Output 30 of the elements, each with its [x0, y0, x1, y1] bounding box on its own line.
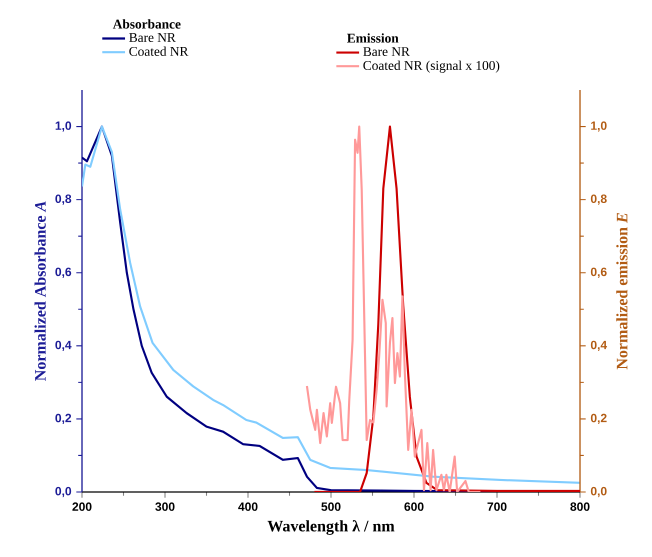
text: Emission — [347, 33, 399, 43]
y-tick-label: 0,8 — [55, 194, 72, 205]
y2-tick-label: 0,4 — [590, 340, 608, 351]
y2-tick-label: 0,2 — [590, 414, 607, 424]
x-tick-label: 600 — [404, 502, 424, 511]
legend-label: Bare NR — [129, 33, 176, 42]
legend-label: Coated NR — [129, 46, 188, 56]
x-tick-label: 200 — [72, 502, 92, 511]
y2-axis-title: Normalized emission E — [616, 213, 628, 370]
line-series — [313, 125, 580, 492]
x-tick-label: 500 — [321, 502, 341, 511]
legend-label: Bare NR — [363, 47, 410, 56]
y-tick-label: 0,6 — [55, 268, 72, 278]
x-tick-label: 700 — [488, 502, 507, 511]
line-series — [306, 125, 482, 492]
x-tick-label: 400 — [238, 502, 258, 511]
y2-tick-label: 0,8 — [590, 194, 607, 205]
y-tick-label: 0,0 — [55, 486, 72, 498]
y-tick-label: 0,2 — [55, 414, 72, 424]
y-tick-label: 0,4 — [55, 340, 72, 351]
y2-tick-label: 0,0 — [590, 486, 607, 498]
y2-tick-label: 1,0 — [591, 121, 607, 132]
y-axis-title: Normalized Absorbance A — [34, 201, 46, 381]
y2-tick-label: 0,6 — [590, 268, 607, 278]
legend-label: Coated NR (signal x 100) — [363, 60, 500, 73]
text: Absorbance — [112, 19, 181, 29]
x-tick-label: 800 — [570, 502, 590, 511]
x-tick-label: 300 — [155, 502, 175, 511]
y-tick-label: 1,0 — [56, 121, 72, 132]
x-axis-title: Wavelength λ / nm — [268, 520, 394, 535]
